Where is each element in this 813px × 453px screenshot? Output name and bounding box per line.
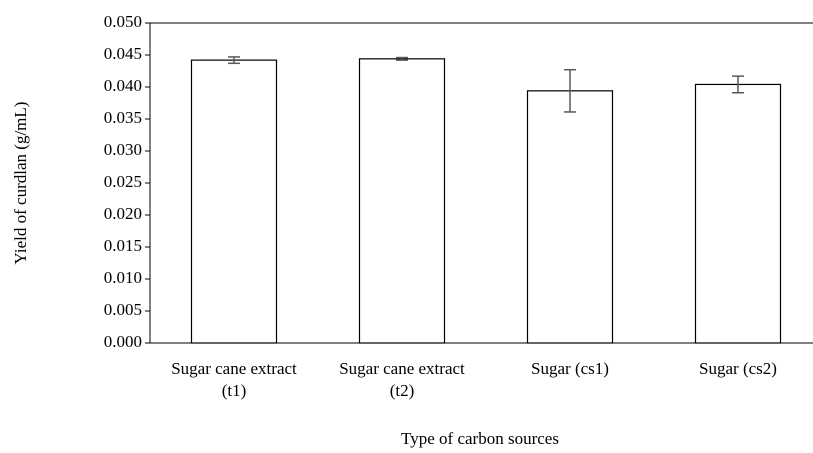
x-axis-label: Type of carbon sources xyxy=(401,429,559,448)
bar xyxy=(694,83,782,344)
y-tick-label: 0.010 xyxy=(104,268,142,287)
y-tick-label: 0.005 xyxy=(104,300,142,319)
y-tick-label: 0.045 xyxy=(104,44,142,63)
y-tick-label: 0.015 xyxy=(104,236,142,255)
x-tick-label: Sugar (cs2) xyxy=(699,359,777,378)
y-tick-label: 0.050 xyxy=(104,12,142,31)
bar xyxy=(358,58,446,344)
y-tick-label: 0.020 xyxy=(104,204,142,223)
bar xyxy=(526,90,614,344)
x-tick-label: Sugar cane extract (t2) xyxy=(339,359,465,400)
bar xyxy=(190,59,278,344)
y-tick-label: 0.030 xyxy=(104,140,142,159)
y-tick-label: 0.000 xyxy=(104,332,142,351)
y-axis-label: Yield of curdlan (g/mL) xyxy=(11,102,30,265)
x-tick-label: Sugar cane extract (t1) xyxy=(171,359,297,400)
y-tick-label: 0.025 xyxy=(104,172,142,191)
y-tick-label: 0.035 xyxy=(104,108,142,127)
x-tick-label: Sugar (cs1) xyxy=(531,359,609,378)
y-tick-label: 0.040 xyxy=(104,76,142,95)
